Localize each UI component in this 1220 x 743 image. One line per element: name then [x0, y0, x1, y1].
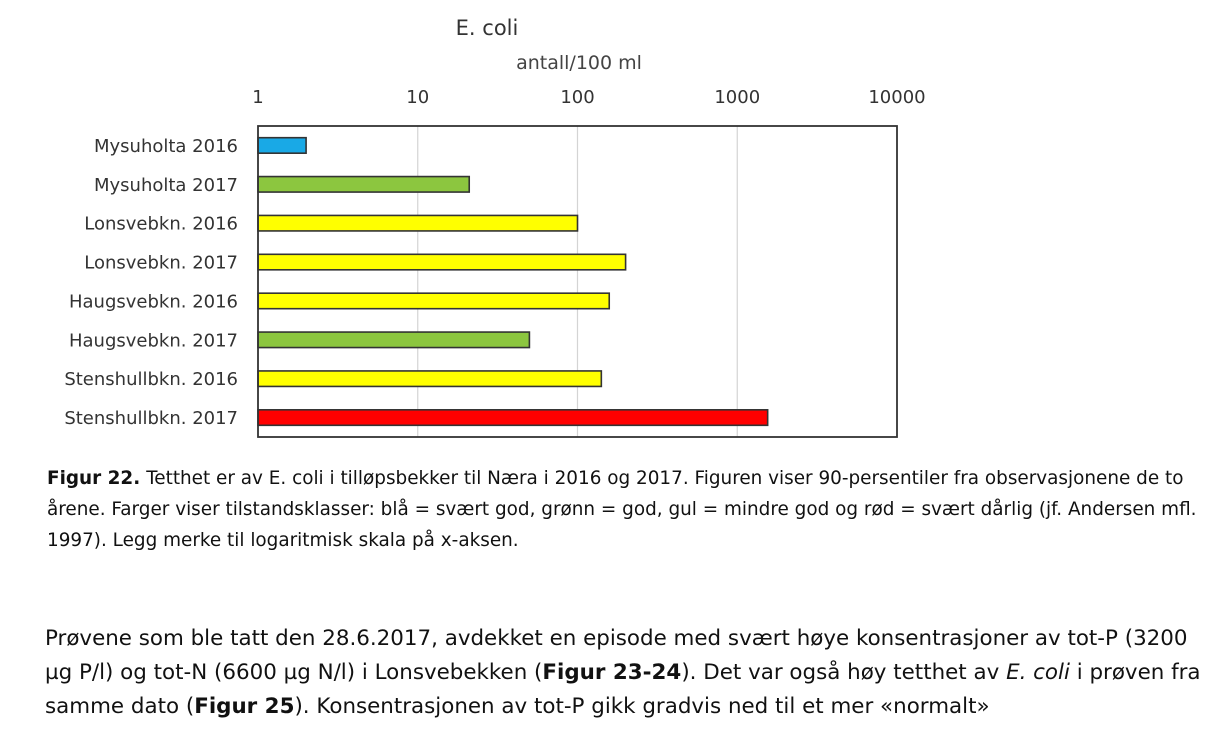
paragraph-part-4: ). Konsentrasjonen av tot-P gikk gradvis…	[294, 694, 990, 719]
x-tick-label: 1000	[714, 87, 760, 108]
bar	[257, 175, 471, 193]
x-tick-label: 10	[406, 87, 429, 108]
figure-ref-23-24[interactable]: Figur 23-24	[542, 660, 682, 685]
paragraph-part-2: ). Det var også høy tetthet av	[681, 660, 1007, 685]
bar	[257, 409, 769, 427]
bar	[257, 214, 579, 232]
ecoli-chart: E. coli antall/100 ml 1 10 100 1000 10000 My…	[64, 16, 926, 438]
category-label: Stenshullbkn. 2016	[64, 369, 238, 390]
x-tick-label: 100	[560, 87, 594, 108]
x-axis-label: antall/100 ml	[516, 52, 642, 74]
x-tick-label: 1	[252, 87, 263, 108]
paragraph-italic-ecoli: E. coli	[1006, 660, 1070, 685]
caption-label: Figur 22.	[47, 468, 141, 489]
bar	[257, 292, 611, 310]
paragraph-part-1: Prøvene som ble tatt den 28.6.2017, avde…	[45, 626, 1188, 685]
category-label: Mysuholta 2016	[94, 136, 238, 157]
ecoli-bar-chart-svg: E. coli antall/100 ml 1 10 100 1000 10000 My…	[64, 16, 926, 438]
bar	[257, 370, 603, 388]
caption-text: Tetthet er av E. coli i tilløpsbekker ti…	[47, 468, 1197, 551]
body-paragraph: Prøvene som ble tatt den 28.6.2017, avde…	[45, 622, 1210, 724]
bars	[257, 136, 769, 427]
x-tick-labels: 1 10 100 1000 10000	[252, 87, 925, 108]
category-label: Lonsvebkn. 2017	[84, 253, 238, 274]
category-label: Mysuholta 2017	[94, 175, 238, 196]
category-label: Stenshullbkn. 2017	[64, 408, 238, 429]
category-label: Lonsvebkn. 2016	[84, 214, 238, 235]
category-labels: Mysuholta 2016 Mysuholta 2017 Lonsvebkn. 2…	[64, 136, 238, 429]
category-label: Haugsvebkn. 2017	[69, 330, 238, 351]
chart-title: E. coli	[456, 16, 519, 40]
category-label: Haugsvebkn. 2016	[69, 291, 238, 312]
bar	[257, 331, 531, 349]
bar	[257, 253, 627, 271]
x-tick-label: 10000	[868, 87, 925, 108]
grid-lines	[417, 126, 738, 437]
figure-ref-25[interactable]: Figur 25	[194, 694, 295, 719]
bar	[257, 136, 307, 154]
plot-area-frame	[257, 125, 898, 438]
figure-caption: Figur 22. Tetthet er av E. coli i tilløps…	[47, 463, 1202, 556]
paragraph-part-3: i prøven fra samme dato (	[45, 660, 1201, 719]
